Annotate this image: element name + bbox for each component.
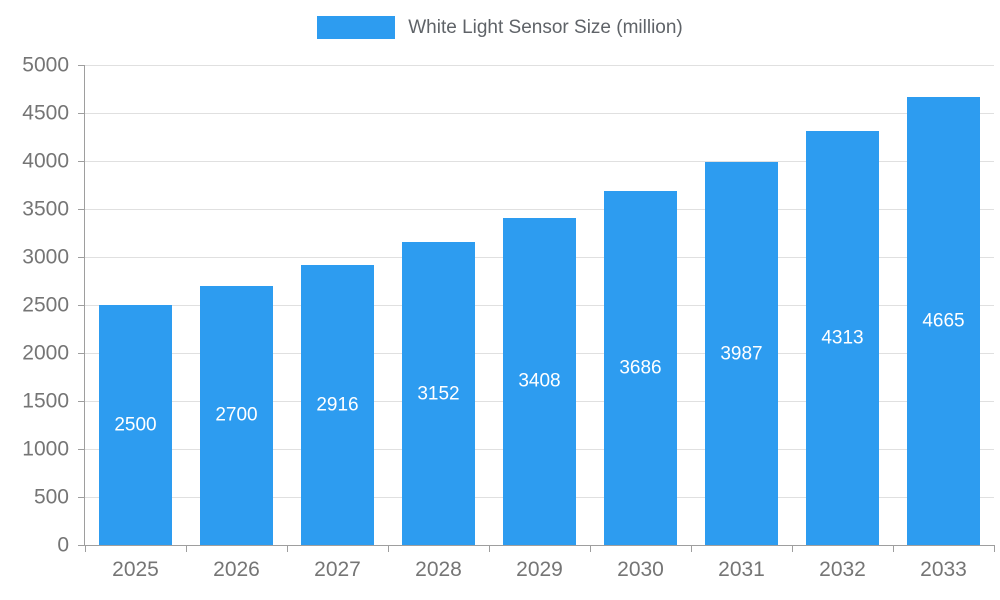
y-axis-tick — [78, 352, 85, 354]
x-axis-tick-label: 2030 — [617, 558, 664, 581]
y-gridline — [85, 208, 994, 210]
y-axis-tick — [78, 208, 85, 210]
y-axis-tick-label: 500 — [33, 485, 69, 509]
x-axis-tick-label: 2028 — [415, 558, 462, 581]
x-axis-tick — [892, 545, 894, 552]
y-axis-tick-label: 5000 — [22, 53, 69, 77]
bar-value-label: 2500 — [114, 414, 157, 436]
bar-value-label: 3987 — [720, 343, 763, 365]
bar-2026[interactable] — [200, 285, 273, 545]
bar-value-label: 3686 — [619, 357, 662, 379]
y-axis-tick — [78, 160, 85, 162]
bar-2027[interactable] — [301, 265, 374, 545]
y-axis-tick-label: 4000 — [22, 149, 69, 173]
bar-value-label: 3408 — [518, 370, 561, 392]
y-axis-tick — [78, 544, 85, 546]
x-axis-tick-label: 2025 — [112, 558, 159, 581]
x-axis-tick — [589, 545, 591, 552]
bar-value-label: 4313 — [821, 327, 864, 349]
x-axis-tick — [993, 545, 995, 552]
bar-2031[interactable] — [705, 162, 778, 545]
bar-2025[interactable] — [99, 305, 172, 545]
y-gridline — [85, 112, 994, 114]
y-axis-tick-label: 1000 — [22, 437, 69, 461]
bar-value-label: 2700 — [215, 404, 258, 426]
x-axis-tick-label: 2031 — [718, 558, 765, 581]
x-axis-tick-label: 2026 — [213, 558, 260, 581]
legend-swatch — [317, 16, 396, 39]
x-axis-tick — [791, 545, 793, 552]
bar-2029[interactable] — [503, 217, 576, 545]
legend-item[interactable]: White Light Sensor Size (million) — [0, 16, 1000, 39]
x-axis-line — [85, 545, 994, 546]
y-axis-tick — [78, 496, 85, 498]
y-axis-tick-label: 3000 — [22, 245, 69, 269]
x-axis-tick-label: 2029 — [516, 558, 563, 581]
bar-2028[interactable] — [402, 242, 475, 545]
y-axis-tick-label: 2000 — [22, 341, 69, 365]
y-axis-tick — [78, 64, 85, 66]
x-axis-tick — [286, 545, 288, 552]
bar-value-label: 4665 — [922, 310, 965, 332]
x-axis-tick — [488, 545, 490, 552]
x-axis-tick-label: 2033 — [920, 558, 967, 581]
x-axis-tick — [690, 545, 692, 552]
bar-2033[interactable] — [907, 97, 980, 545]
legend-label: White Light Sensor Size (million) — [408, 16, 683, 38]
y-axis-tick-label: 2500 — [22, 293, 69, 317]
y-axis-tick-label: 0 — [57, 533, 69, 557]
y-axis-tick — [78, 448, 85, 450]
y-axis-tick — [78, 112, 85, 114]
bar-value-label: 2916 — [316, 394, 359, 416]
y-axis-tick — [78, 400, 85, 402]
y-axis-tick-label: 4500 — [22, 101, 69, 125]
y-gridline — [85, 64, 994, 66]
x-axis-tick-label: 2027 — [314, 558, 361, 581]
x-axis-tick-label: 2032 — [819, 558, 866, 581]
y-gridline — [85, 160, 994, 162]
y-axis-tick — [78, 256, 85, 258]
y-axis-tick-label: 3500 — [22, 197, 69, 221]
y-axis-tick-label: 1500 — [22, 389, 69, 413]
x-axis-tick — [185, 545, 187, 552]
bar-value-label: 3152 — [417, 383, 460, 405]
x-axis-tick — [387, 545, 389, 552]
y-axis-tick — [78, 304, 85, 306]
y-axis-line — [84, 65, 85, 545]
bar-2032[interactable] — [806, 130, 879, 545]
bar-2030[interactable] — [604, 191, 677, 545]
x-axis-tick — [84, 545, 86, 552]
